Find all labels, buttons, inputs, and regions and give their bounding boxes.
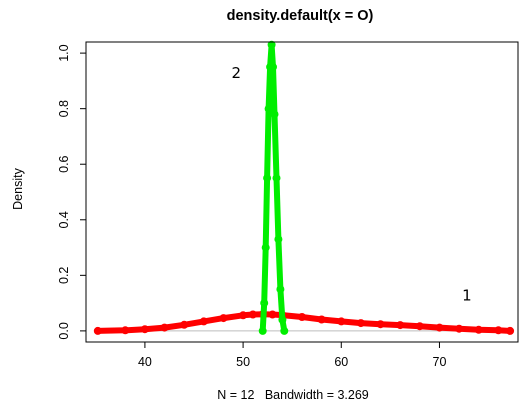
density-point-series-2 <box>270 110 279 119</box>
density-point-series-2 <box>263 174 272 183</box>
x-tick-label: 60 <box>334 355 348 369</box>
density-point-series-1 <box>337 317 346 326</box>
density-point-series-1 <box>494 326 503 335</box>
density-point-series-2 <box>272 174 281 183</box>
y-tick-label: 0.6 <box>57 155 71 172</box>
density-point-series-2 <box>276 285 285 294</box>
series-labels: 12 <box>231 64 471 304</box>
density-point-series-2 <box>258 326 267 335</box>
density-point-series-2 <box>261 243 270 252</box>
density-point-series-1 <box>248 310 257 319</box>
y-tick-label: 0.4 <box>57 211 71 228</box>
series-group <box>93 40 515 335</box>
density-point-series-2 <box>260 299 269 308</box>
density-point-series-2 <box>264 104 273 113</box>
y-tick-label: 1.0 <box>57 44 71 61</box>
x-tick-label: 40 <box>138 355 152 369</box>
density-point-series-1 <box>140 325 149 334</box>
density-line-series-2 <box>259 41 288 334</box>
density-point-series-1 <box>435 323 444 332</box>
y-tick-label: 0.0 <box>57 322 71 339</box>
density-point-series-1 <box>297 312 306 321</box>
density-point-series-1 <box>121 326 130 335</box>
plot-frame <box>85 41 519 343</box>
density-point-series-2 <box>266 62 275 71</box>
x-tick-label: 50 <box>236 355 250 369</box>
density-point-series-1 <box>376 320 385 329</box>
chart-title: density.default(x = O) <box>227 8 374 24</box>
density-point-series-2 <box>274 235 283 244</box>
series-label-1: 1 <box>462 286 472 304</box>
density-point-series-1 <box>160 323 169 332</box>
density-point-series-1 <box>199 317 208 326</box>
density-point-series-1 <box>396 321 405 330</box>
density-point-series-2 <box>280 326 289 335</box>
density-point-series-1 <box>415 322 424 331</box>
density-point-series-1 <box>506 326 515 335</box>
y-axis-label: Density <box>11 167 25 209</box>
series-label-2: 2 <box>231 64 241 82</box>
density-point-series-1 <box>455 324 464 333</box>
density-point-series-1 <box>239 311 248 320</box>
density-point-series-1 <box>317 315 326 324</box>
density-point-series-1 <box>93 326 102 335</box>
density-point-series-1 <box>474 325 483 334</box>
y-tick-label: 0.8 <box>57 100 71 117</box>
y-tick-label: 0.2 <box>57 267 71 284</box>
y-axis: 0.0 0.2 0.4 0.6 0.8 1.0 <box>57 44 86 340</box>
density-point-series-2 <box>278 315 287 324</box>
density-point-series-2 <box>268 62 277 71</box>
x-axis: 40 50 60 70 <box>138 342 446 369</box>
x-axis-label: N = 12 Bandwidth = 3.269 <box>217 388 369 402</box>
density-point-series-1 <box>268 310 277 319</box>
density-point-series-1 <box>219 314 228 323</box>
density-point-series-1 <box>356 319 365 328</box>
density-point-series-1 <box>180 320 189 329</box>
x-tick-label: 70 <box>433 355 447 369</box>
